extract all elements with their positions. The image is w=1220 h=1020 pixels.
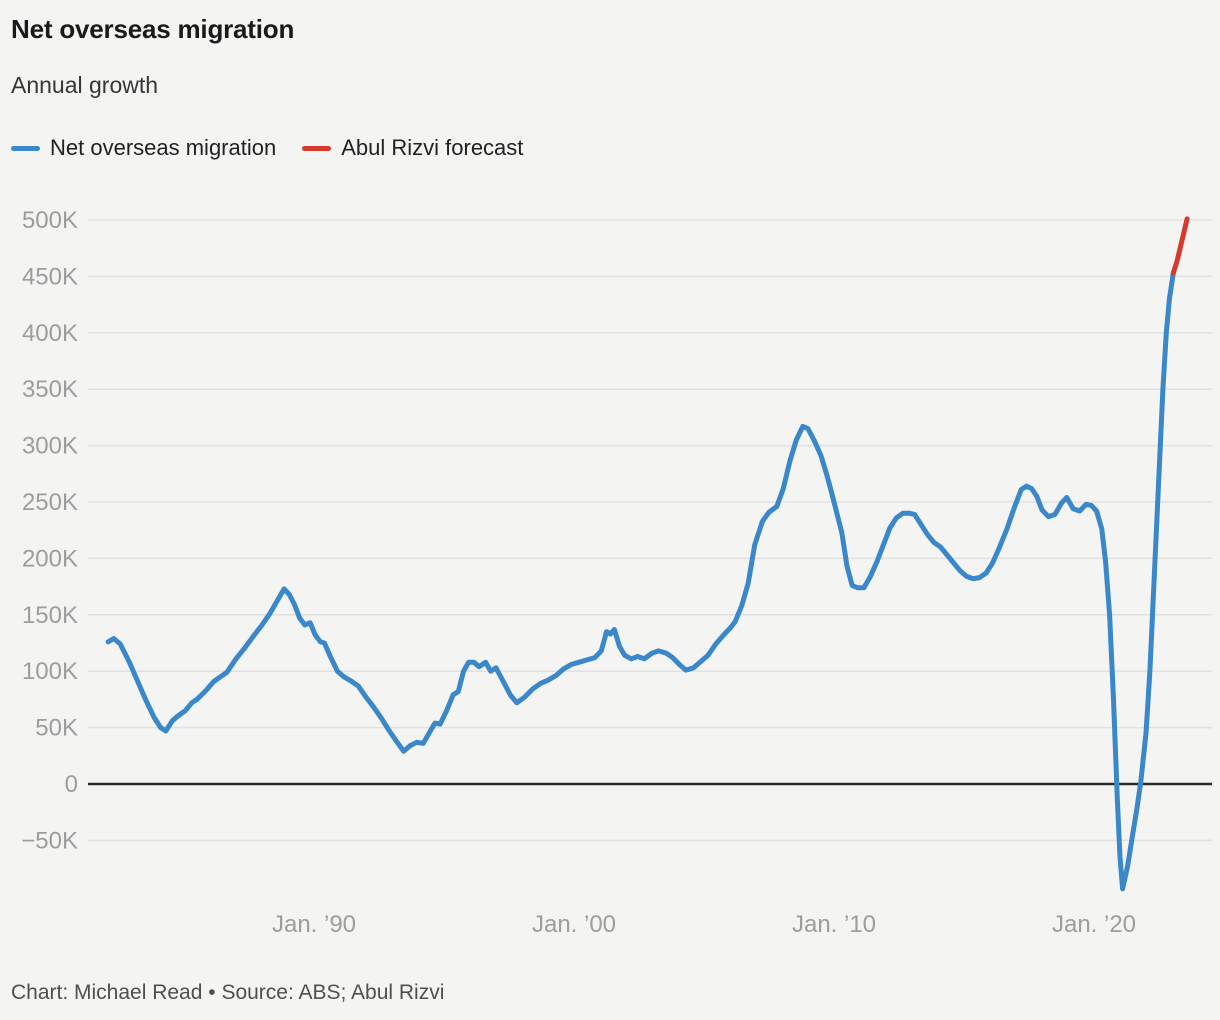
y-tick-label: −50K (21, 827, 78, 854)
y-tick-label: 400K (22, 320, 78, 347)
chart-title: Net overseas migration (11, 14, 295, 44)
y-tick-label: 150K (22, 602, 78, 629)
y-tick-label: 200K (22, 545, 78, 572)
y-tick-label: 350K (22, 376, 78, 403)
y-tick-label: 100K (22, 658, 78, 685)
legend-swatch-red-line-icon (302, 145, 332, 151)
x-tick-label: Jan. ’20 (1052, 911, 1136, 938)
legend-item-net-overseas-migration: Net overseas migration (11, 135, 276, 161)
y-tick-label: 250K (22, 489, 78, 516)
legend-swatch-blue-line-icon (11, 145, 40, 151)
y-tick-label: 0 (65, 771, 78, 798)
y-tick-label: 300K (22, 433, 78, 460)
forecast-line-series (1170, 216, 1190, 276)
legend: Net overseas migration Abul Rizvi foreca… (11, 135, 523, 161)
y-tick-label: 50K (35, 715, 78, 742)
y-tick-label: 450K (22, 263, 78, 290)
legend-label-net-overseas-migration: Net overseas migration (50, 135, 277, 160)
footer-credit: Chart: Michael Read • Source: ABS; Abul … (11, 981, 445, 1004)
x-tick-label: Jan. ’00 (532, 911, 616, 938)
chart-subtitle: Annual growth (11, 72, 159, 98)
x-tick-label: Jan. ’10 (792, 911, 876, 938)
legend-label-abul-rizvi-forecast: Abul Rizvi forecast (341, 135, 524, 160)
nom-line-series (105, 270, 1176, 892)
legend-item-abul-rizvi-forecast: Abul Rizvi forecast (302, 135, 523, 161)
y-tick-label: 500K (22, 207, 78, 234)
x-tick-label: Jan. ’90 (272, 911, 356, 938)
